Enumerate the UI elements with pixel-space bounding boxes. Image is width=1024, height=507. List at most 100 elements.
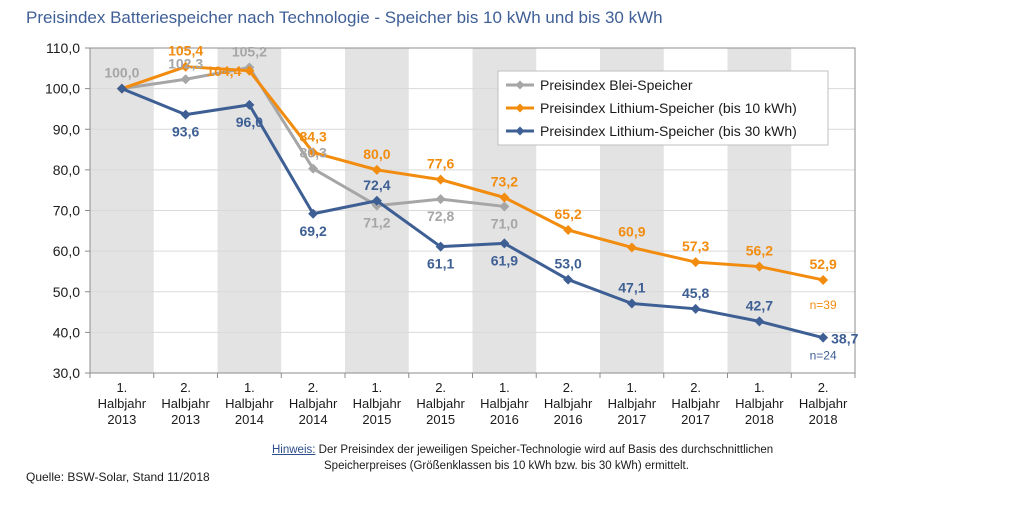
data-label-blei: 105,2 <box>232 44 267 60</box>
x-tick-label: 2018 <box>745 412 774 427</box>
legend-label-li10: Preisindex Lithium-Speicher (bis 10 kWh) <box>540 100 797 116</box>
legend-box <box>497 70 829 146</box>
data-label-li10: 104,4 <box>206 63 241 79</box>
series-line-li30 <box>121 87 824 340</box>
x-tick-label: 2013 <box>171 412 200 427</box>
data-label-blei: 102,3 <box>168 55 203 71</box>
x-tick-label: 2. <box>308 380 319 395</box>
data-label-li10: 60,9 <box>618 223 645 239</box>
marker-li30-11 <box>818 332 829 343</box>
data-label-blei: 71,2 <box>363 215 390 231</box>
data-label-li30: 53,0 <box>555 256 582 272</box>
marker-li30-6 <box>499 238 510 249</box>
x-tick-label: Halbjahr <box>608 396 657 411</box>
marker-li30-2 <box>244 99 255 110</box>
data-label-li10: 77,6 <box>427 156 454 172</box>
x-tick-label: Halbjahr <box>289 396 338 411</box>
y-tick-label: 80,0 <box>53 162 80 178</box>
marker-li10-1 <box>180 61 191 72</box>
x-tick-label: 2015 <box>426 412 455 427</box>
marker-li10-2 <box>244 65 255 76</box>
x-tick-label: 1. <box>626 380 637 395</box>
marker-blei-5 <box>435 194 446 205</box>
legend-label-blei: Preisindex Blei-Speicher <box>540 77 693 93</box>
marker-li10-8 <box>626 242 637 253</box>
x-tick-label: Halbjahr <box>353 396 402 411</box>
data-label-blei: 100,0 <box>104 65 139 81</box>
x-tick-label: 2017 <box>681 412 710 427</box>
note-line-2: Speicherpreises (Größenklassen bis 10 kW… <box>324 460 689 472</box>
x-tick-label: Halbjahr <box>161 396 210 411</box>
data-label-blei: 71,0 <box>491 215 518 231</box>
marker-li10-11 <box>818 274 829 285</box>
y-tick-label: 90,0 <box>53 121 80 137</box>
data-label-li30: 96,0 <box>236 114 263 130</box>
marker-li30-7 <box>563 274 574 285</box>
x-tick-label: Halbjahr <box>671 396 720 411</box>
data-labels: 100,0 102,3 105,2 80,3 71,2 72,8 71,0 105,4104,… <box>104 43 858 363</box>
x-tick-label: 2017 <box>617 412 646 427</box>
x-tick-label: 1. <box>244 380 255 395</box>
marker-li10-4 <box>371 164 382 175</box>
data-label-li10: 65,2 <box>555 206 582 222</box>
x-tick-label: Halbjahr <box>799 396 848 411</box>
marker-blei-3 <box>308 163 319 174</box>
marker-li10-9 <box>690 257 701 268</box>
y-tick-label: 70,0 <box>53 203 80 219</box>
data-label-blei: 80,3 <box>300 145 327 161</box>
series-line-li10 <box>121 65 824 282</box>
source-text: Quelle: BSW-Solar, Stand 11/2018 <box>26 470 210 484</box>
x-tick-label: Halbjahr <box>480 396 529 411</box>
data-label-li30: 42,7 <box>746 297 773 313</box>
x-tick-label: Halbjahr <box>416 396 465 411</box>
legend-marker-blei <box>515 80 525 90</box>
x-tick-label: 2. <box>563 380 574 395</box>
y-tick-label: 110,0 <box>46 40 80 56</box>
data-label-li30: 93,6 <box>172 124 199 140</box>
data-label-li10: 57,3 <box>682 238 709 254</box>
marker-li30-10 <box>754 316 765 327</box>
n-label-li30: n=24 <box>810 349 837 363</box>
note-line-1: Der Preisindex der jeweiligen Speicher-T… <box>318 444 774 456</box>
y-tick-label: 50,0 <box>53 284 80 300</box>
y-tick-labels: 30,0 40,0 50,0 60,0 70,0 80,0 90,0 100,0 110,0 <box>45 40 80 381</box>
legend-marker-li30 <box>515 126 525 136</box>
x-tick-label: 2014 <box>299 412 328 427</box>
data-label-li30: 61,9 <box>491 252 518 268</box>
data-label-blei: 72,8 <box>427 208 454 224</box>
marker-li30-1 <box>180 109 191 120</box>
data-label-li10: 84,3 <box>300 128 327 144</box>
x-tick-label: 1. <box>116 380 127 395</box>
x-tick-label: 2015 <box>362 412 391 427</box>
data-label-li10: 73,2 <box>491 174 518 190</box>
legend-label-li30: Preisindex Lithium-Speicher (bis 30 kWh) <box>540 123 797 139</box>
x-tick-label: 1. <box>371 380 382 395</box>
x-tick-label: 2013 <box>107 412 136 427</box>
x-tick-label: 2016 <box>554 412 583 427</box>
data-label-li10: 52,9 <box>810 256 837 272</box>
data-label-li30: 61,1 <box>427 256 454 272</box>
x-tick-label: 2. <box>180 380 191 395</box>
x-tick-label: Halbjahr <box>98 396 147 411</box>
axes <box>89 47 856 378</box>
marker-li10-5 <box>435 174 446 185</box>
data-label-li10: 105,4 <box>168 43 203 59</box>
series-lines <box>116 61 829 343</box>
marker-li10-10 <box>754 261 765 272</box>
marker-li30-3 <box>308 208 319 219</box>
x-tick-label: 1. <box>754 380 765 395</box>
marker-li30-9 <box>690 303 701 314</box>
x-tick-label: Halbjahr <box>225 396 274 411</box>
x-tick-label: 2. <box>818 380 829 395</box>
note-label: Hinweis: <box>272 444 316 456</box>
data-label-li30: 38,7 <box>831 331 858 347</box>
marker-li10-3 <box>308 147 319 158</box>
note: Hinweis: Der Preisindex der jeweiligen S… <box>272 442 872 474</box>
data-label-li30: 47,1 <box>618 280 645 296</box>
x-tick-label: 2016 <box>490 412 519 427</box>
data-label-li30: 69,2 <box>300 223 327 239</box>
x-tick-label: 2014 <box>235 412 264 427</box>
data-label-li10: 80,0 <box>363 146 390 162</box>
legend: Preisindex Blei-Speicher Preisindex Lithi… <box>497 70 829 146</box>
